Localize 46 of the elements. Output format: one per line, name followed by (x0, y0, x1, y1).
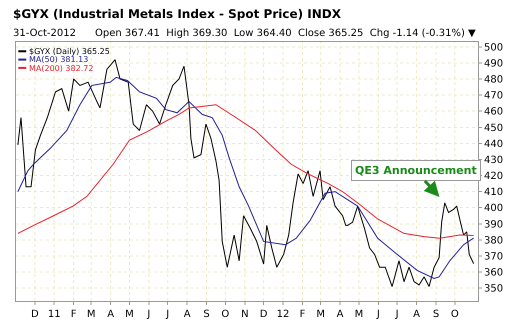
chart-subtitle: 31-Oct-2012 Open 367.41 High 369.30 Low 364.40 Close 365.25 Chg -1.14 (-0.31%) ▼ (13, 28, 476, 39)
x-tick-label: A (336, 309, 344, 320)
x-tick-label: 12 (276, 309, 290, 320)
legend-label: $GYX (Daily) 365.25 (29, 47, 110, 56)
chart-title: $GYX (Industrial Metals Index - Spot Price) INDX (13, 7, 342, 21)
y-tick-label: 490 (484, 58, 504, 70)
y-tick-label: 480 (484, 74, 504, 86)
x-tick-label: A (413, 309, 420, 320)
x-tick-label: J (165, 309, 170, 320)
y-tick-label: 440 (484, 138, 504, 150)
y-tick-label: 420 (484, 171, 504, 182)
x-tick-label: F (70, 309, 77, 320)
y-tick-label: 390 (484, 219, 504, 230)
x-tick-label: J (394, 309, 399, 320)
x-tick-label: A (107, 309, 114, 320)
x-tick-label: M (354, 309, 364, 320)
y-tick-label: 380 (484, 235, 504, 246)
y-tick-label: 360 (484, 268, 504, 279)
x-tick-label: S (432, 309, 440, 320)
x-tick-label: D (260, 309, 268, 320)
x-tick-label: J (376, 309, 380, 320)
legend-label: MA(50) 381.13 (29, 55, 88, 64)
x-tick-label: 11 (48, 309, 61, 320)
x-tick-label: J (146, 309, 150, 320)
y-tick-label: 500 (484, 42, 504, 54)
x-tick-label: N (241, 309, 249, 320)
y-tick-label: 470 (484, 90, 504, 102)
y-tick-label: 450 (484, 122, 504, 134)
x-tick-label: O (221, 309, 230, 320)
x-tick-label: O (450, 309, 459, 320)
x-tick-label: A (184, 309, 191, 320)
x-tick-label: M (316, 309, 325, 320)
annotation: QE3 Announcement (355, 164, 477, 177)
y-tick-label: 400 (484, 203, 504, 214)
x-tick-label: D (30, 309, 39, 320)
y-tick-label: 430 (484, 154, 504, 166)
y-tick-label: 370 (484, 251, 504, 262)
y-tick-label: 460 (484, 106, 504, 118)
y-tick-label: 410 (484, 187, 504, 198)
line-series (17, 104, 474, 239)
x-tick-label: S (203, 309, 210, 320)
legend-label: MA(200) 382.72 (29, 64, 94, 73)
y-tick-label: 350 (484, 284, 504, 295)
x-tick-label: F (300, 309, 306, 320)
x-tick-label: M (86, 309, 96, 320)
x-tick-label: M (125, 309, 134, 320)
